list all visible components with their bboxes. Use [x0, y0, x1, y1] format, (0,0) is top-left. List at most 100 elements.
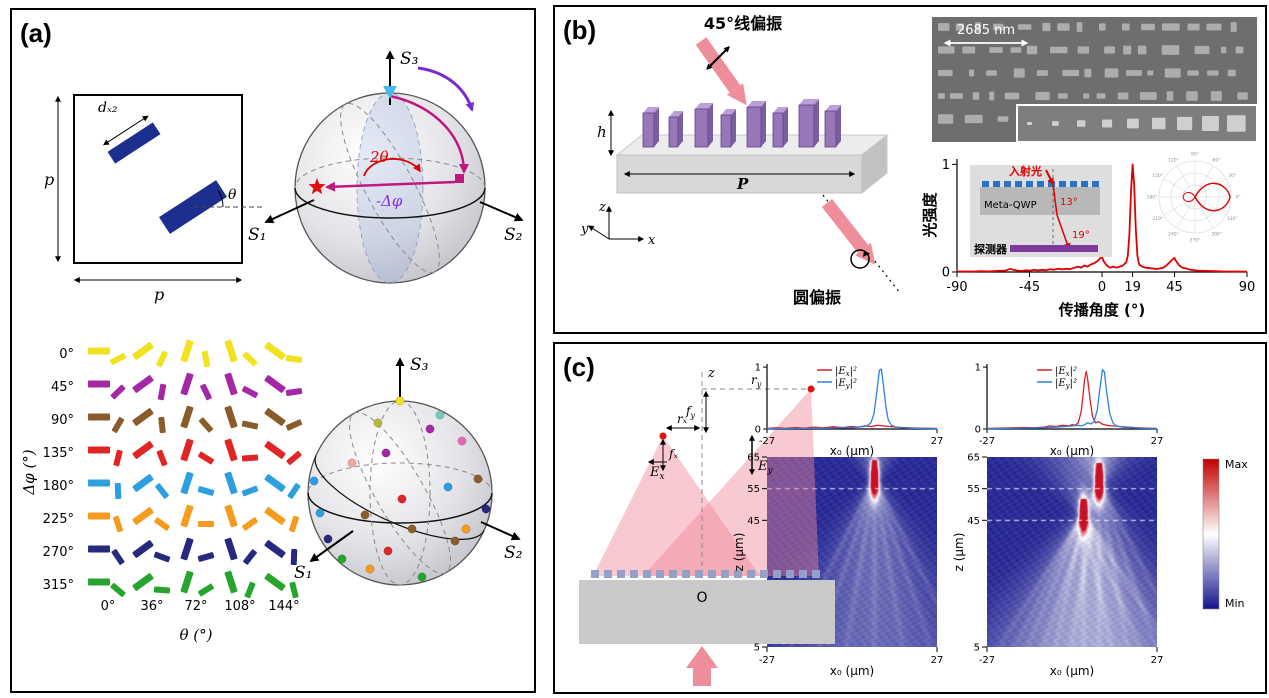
e-y-label: Ey [757, 459, 774, 476]
s2-axis [480, 521, 521, 541]
orientation-bar [243, 549, 257, 565]
legend-ex-label: |Ex|² [835, 366, 857, 378]
theta-col-label: 36° [140, 599, 163, 614]
ex-focal-point [659, 432, 667, 440]
pillar-side [678, 111, 683, 147]
map-right-ylabel: z (μm) [952, 533, 966, 572]
orientation-bar [290, 548, 298, 566]
sem-inset-feature [1227, 115, 1246, 132]
orientation-bar [153, 551, 171, 563]
orientation-bar [198, 417, 214, 433]
orientation-bar [264, 507, 286, 525]
sem-feature [1161, 45, 1180, 55]
p-label-left: p [44, 170, 54, 189]
metasurface-schematic: 45°线偏振 h P z y x [580, 14, 901, 307]
orientation-bar [241, 420, 259, 430]
metasurface-element [708, 570, 716, 578]
sem-inset-feature [1127, 118, 1139, 129]
pillar-front [824, 110, 837, 148]
colorbar: Max Min [1202, 458, 1248, 610]
pole-rotation-arrow [417, 66, 475, 112]
incident-beam-arrowhead [726, 83, 747, 106]
intensity-xlabel: 传播角度 (°) [1058, 301, 1145, 319]
orientation-bar [88, 512, 110, 520]
z-axis-label: z [707, 366, 715, 381]
ey-focus-cone [643, 389, 819, 576]
pillar-top [643, 107, 659, 113]
y-axis-label: y [580, 222, 589, 237]
dphi-row-label: 90° [51, 413, 74, 428]
sem-feature [993, 23, 1004, 31]
polar-tick-label: 150° [1152, 173, 1163, 179]
inset-meta-element [1026, 181, 1033, 187]
pillar-side [731, 109, 736, 147]
orientation-bar [111, 549, 125, 565]
sem-feature [1166, 91, 1174, 101]
theta-col-label: 108° [224, 599, 255, 614]
x-tick-label: -27 [979, 655, 995, 666]
orientation-bar [154, 517, 170, 531]
stokes-dot [373, 418, 383, 428]
profile-right-xlabel: x₀ (μm) [1050, 444, 1094, 458]
metasurface-element [695, 570, 703, 578]
profile-left-xlabel: x₀ (μm) [830, 444, 874, 458]
pillar-front [746, 106, 762, 148]
x-tick-label: -90 [946, 280, 967, 295]
s1-axis-label: S₁ [248, 225, 266, 245]
pillar-front [642, 112, 655, 148]
nanopillar-small [103, 115, 161, 164]
polar-back-lobe [1182, 192, 1196, 202]
z-tick-label: 45 [967, 516, 980, 527]
pillar-front [668, 116, 679, 148]
theta-col-label: 0° [101, 599, 116, 614]
sem-feature [938, 23, 950, 31]
panel-a: (a) p p dₓ₂ θ [10, 8, 536, 693]
pillar-top [825, 105, 841, 111]
sem-feature [938, 46, 955, 54]
dphi-row-label: 225° [43, 512, 74, 527]
orientation-bar [132, 375, 154, 393]
pillar-front [772, 112, 784, 148]
sem-feature [938, 69, 953, 77]
measurement-inset: Meta-QWP 入射光 13° 19° 探测器 [970, 164, 1112, 257]
inset-meta-element [1092, 181, 1099, 187]
orientation-bar [157, 383, 167, 401]
field-map-right [987, 457, 1157, 647]
sem-inset-feature [1102, 119, 1113, 128]
orientation-bar [132, 540, 154, 558]
orientation-bar [110, 384, 126, 400]
s1-axis [309, 530, 354, 563]
stokes-dot [407, 524, 417, 534]
legend-left: |Ex|² |Ey|² [817, 366, 857, 390]
sem-inset-feature [1202, 116, 1219, 131]
metasurface-element [643, 570, 651, 578]
orientation-bar [180, 570, 194, 594]
sem-feature [1230, 22, 1237, 32]
sem-feature [1077, 46, 1090, 54]
inset-output-ray [1056, 214, 1071, 251]
orientation-grid: Δφ (°) θ (°) 0° 0° 36° 72° 108° 144° 45° 90° 135… [20, 339, 303, 644]
pillar-side [836, 105, 841, 147]
stokes-dot [309, 476, 319, 486]
pillar-top [773, 107, 788, 113]
sem-inset-feature [1177, 116, 1193, 131]
orientation-bar [224, 339, 238, 363]
orientation-bar [180, 438, 194, 462]
orientation-bar [156, 449, 168, 467]
orientation-bar [111, 416, 125, 434]
sem-feature [1227, 69, 1236, 77]
panel-c-label: (c) [563, 352, 595, 382]
s3-axis-label: S₃ [410, 355, 429, 375]
metasurface-elements [591, 570, 820, 578]
metasurface-element [682, 570, 690, 578]
incident-beam-arrow [695, 37, 741, 93]
polar-tick-label: 300° [1211, 232, 1222, 238]
metasurface-element [786, 570, 794, 578]
orientation-bar [88, 446, 110, 454]
y-tick-label: 0 [942, 266, 950, 281]
polar-tick-label: 240° [1168, 232, 1179, 238]
sem-inset-feature [1152, 117, 1166, 130]
metasurface-element [812, 570, 820, 578]
metasurface-element [734, 570, 742, 578]
panel-c: (c) z ry fy rₓ fₓ Ex Ey [553, 342, 1267, 694]
